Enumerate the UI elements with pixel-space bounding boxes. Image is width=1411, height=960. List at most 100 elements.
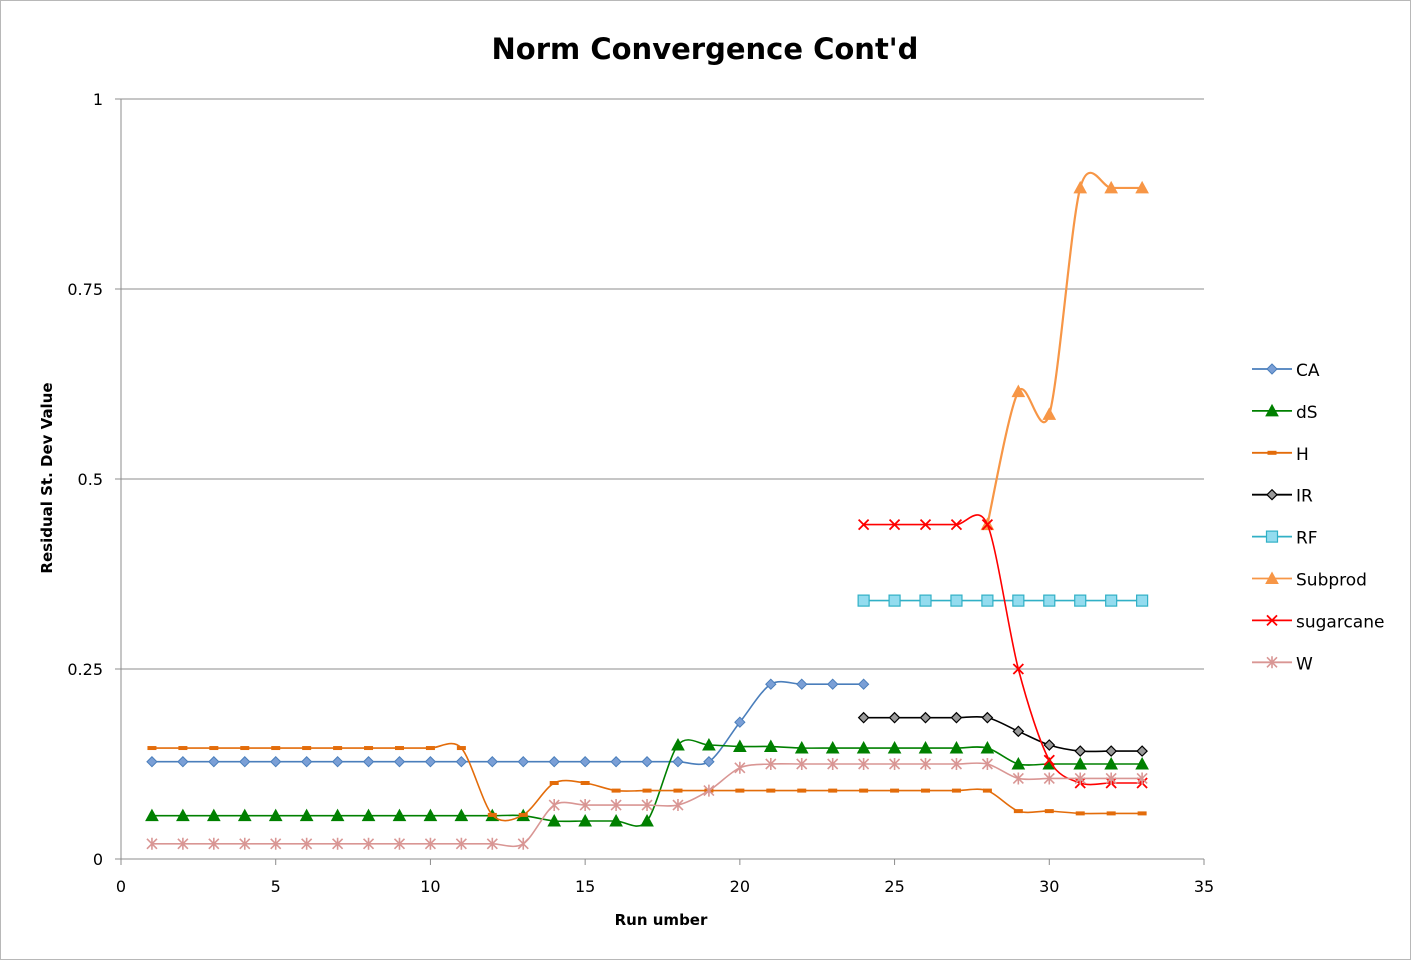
data-point (642, 788, 652, 793)
data-point (1074, 594, 1087, 607)
data-point (856, 740, 871, 754)
data-point (951, 788, 961, 793)
data-point (424, 837, 436, 850)
data-point (1043, 594, 1056, 607)
data-point (857, 518, 870, 531)
data-point (455, 837, 467, 850)
data-point (796, 678, 808, 690)
data-point (858, 758, 870, 770)
data-point (517, 756, 529, 768)
data-point (1265, 530, 1279, 543)
data-point (145, 808, 159, 822)
data-point (579, 756, 591, 768)
data-point (331, 756, 344, 768)
data-point (517, 837, 529, 850)
data-point (641, 799, 653, 812)
data-point (919, 711, 932, 724)
data-point (887, 740, 902, 754)
legend-label: CA (1296, 361, 1320, 381)
data-point (950, 758, 963, 770)
legend-label: IR (1296, 487, 1313, 507)
legend-item: CA (1252, 361, 1320, 381)
data-point (1266, 614, 1278, 627)
data-point (950, 594, 963, 607)
data-point (1013, 809, 1023, 814)
data-point (919, 594, 932, 607)
data-point (1043, 739, 1056, 751)
data-point (579, 799, 591, 812)
data-point (580, 781, 590, 785)
data-point (302, 746, 312, 751)
data-point (486, 756, 499, 768)
data-point (1074, 745, 1087, 757)
data-point (611, 788, 621, 793)
data-point (1266, 656, 1278, 669)
data-point (330, 808, 345, 822)
data-point (486, 837, 498, 850)
data-point (1043, 754, 1055, 766)
data-point (857, 594, 870, 607)
data-point (547, 813, 562, 827)
data-point (1012, 725, 1025, 738)
data-point (270, 837, 282, 850)
series-line (986, 171, 1143, 525)
data-point (794, 740, 809, 754)
data-point (981, 518, 994, 531)
data-point (362, 837, 375, 850)
data-point (423, 808, 438, 822)
data-point (146, 837, 158, 850)
data-point (828, 788, 838, 793)
data-point (548, 756, 560, 768)
data-point (765, 678, 777, 690)
data-point (454, 808, 469, 822)
data-point (147, 746, 157, 751)
data-point (1073, 180, 1088, 194)
data-point (919, 518, 932, 531)
y-axis-ticks: 0 0.25 0.5 0.75 1 (67, 90, 121, 869)
x-tick-label: 25 (884, 877, 904, 896)
data-point (733, 739, 747, 753)
data-point (949, 740, 964, 754)
data-point (1075, 811, 1085, 816)
data-point (982, 788, 992, 793)
data-point (1043, 772, 1055, 785)
data-point (1106, 811, 1116, 816)
data-point (610, 756, 622, 768)
data-point (177, 837, 189, 850)
data-point (980, 740, 995, 754)
x-tick-label: 20 (730, 877, 750, 896)
y-tick-label: 0.25 (67, 660, 103, 679)
data-point (825, 740, 840, 754)
data-point (921, 788, 931, 793)
data-point (1265, 571, 1279, 584)
data-point (270, 756, 282, 768)
data-point (1105, 772, 1117, 785)
data-point (362, 756, 375, 768)
data-point (1104, 180, 1119, 194)
data-point (393, 756, 406, 768)
data-point (1012, 772, 1024, 785)
data-point (857, 678, 870, 690)
x-axis-ticks: 0 5 10 15 20 25 30 35 (116, 859, 1214, 896)
data-point (1073, 756, 1088, 770)
data-point (1104, 756, 1119, 770)
data-point (672, 756, 684, 768)
data-point (766, 788, 776, 793)
data-point (364, 746, 374, 751)
gridlines (121, 98, 1204, 670)
data-point (1265, 403, 1279, 417)
data-point (672, 799, 684, 812)
series-w (146, 758, 1148, 850)
data-point (609, 813, 623, 827)
data-point (918, 740, 933, 754)
series-line (151, 680, 864, 766)
legend-item: H (1252, 445, 1309, 465)
legend-label: Subprod (1296, 571, 1367, 591)
data-point (209, 746, 219, 751)
legend-item: dS (1252, 403, 1318, 423)
legend: CA dS H IR RF Subprod sugarcane W (1252, 361, 1384, 674)
series-subprod (980, 171, 1149, 531)
data-point (826, 678, 839, 690)
